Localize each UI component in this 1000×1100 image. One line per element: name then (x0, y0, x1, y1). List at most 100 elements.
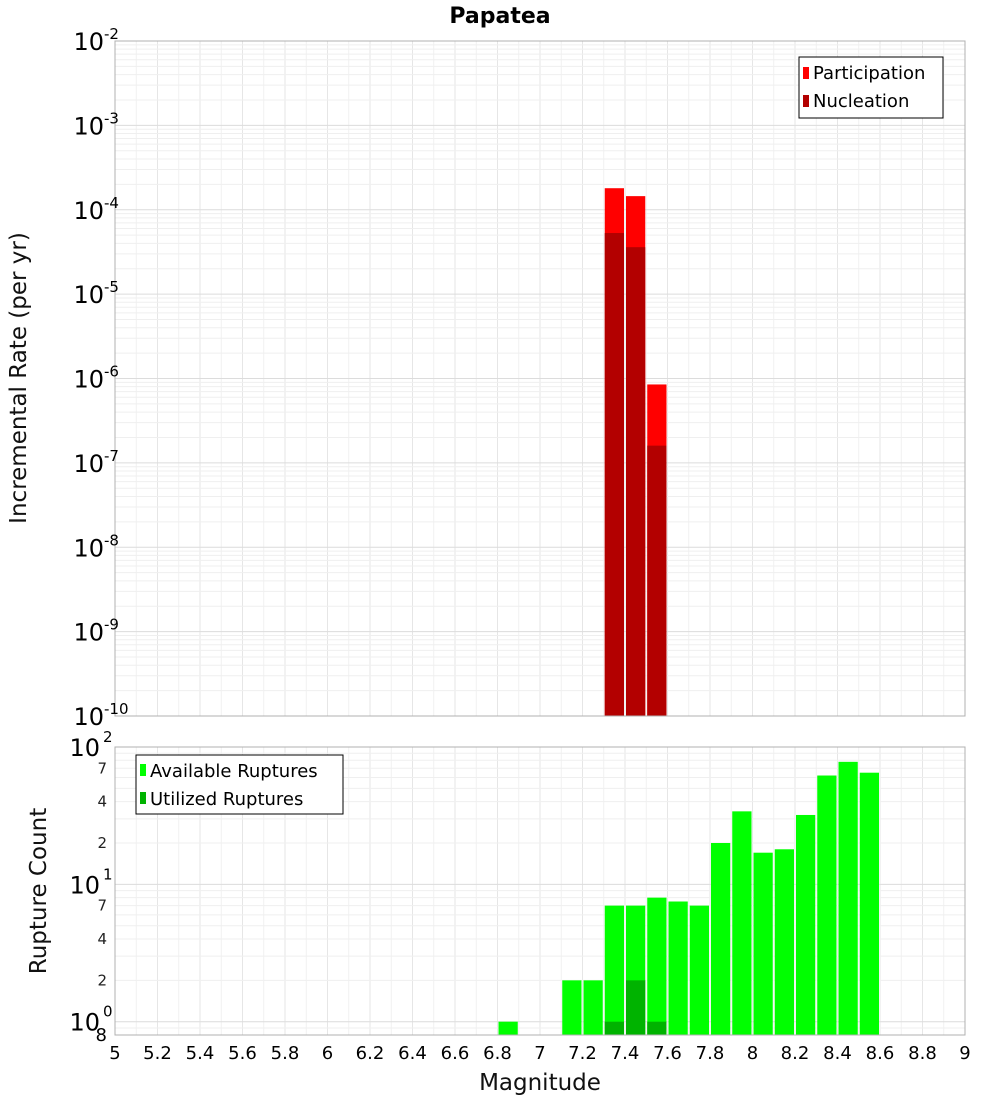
rate-legend: Participation Nucleation (798, 56, 944, 119)
count-bar-available-ruptures (498, 1021, 518, 1035)
count-bar-available-ruptures (817, 775, 837, 1035)
x-tick-label: 8.2 (781, 1043, 810, 1064)
count-bar-utilized-ruptures (647, 1021, 667, 1035)
count-bar-available-ruptures (583, 980, 603, 1035)
count-plot-frame (114, 746, 966, 1036)
rate-y-tick-exponent: -3 (104, 109, 119, 127)
x-tick-label: 7.2 (568, 1043, 597, 1064)
legend-swatch-participation (803, 67, 809, 79)
x-tick-label: 9 (959, 1043, 970, 1064)
count-y-tick-exponent: 0 (103, 1003, 113, 1021)
magnitude-x-ticks: 5 5.2 5.4 5.6 5.8 6 6.2 6.4 6.6 6.8 7 7.2 7.4 7.6 7.8 8… (109, 1043, 970, 1064)
count-y-minor-tick-label: 4 (97, 930, 107, 948)
count-y-tick-label: 10 (69, 871, 100, 899)
rate-y-tick-label: 10 (73, 281, 104, 309)
x-tick-label: 6.6 (441, 1043, 470, 1064)
x-tick-label: 7.4 (611, 1043, 640, 1064)
count-y-tick-exponent: 2 (103, 728, 113, 746)
legend-swatch-available (140, 764, 146, 776)
x-tick-label: 8 (747, 1043, 758, 1064)
x-tick-label: 5.6 (228, 1043, 257, 1064)
rate-y-tick-exponent: -8 (104, 531, 119, 549)
x-tick-label: 5 (109, 1043, 120, 1064)
rate-y-tick-label: 10 (73, 534, 104, 562)
rate-y-tick-exponent: -7 (104, 447, 119, 465)
count-legend-box (135, 754, 344, 815)
count-y-minor-tick-label: 2 (97, 834, 107, 852)
rate-y-tick-exponent: -10 (104, 700, 129, 718)
x-tick-label: 6.2 (356, 1043, 385, 1064)
count-y-minor-tick-label: 4 (97, 793, 107, 811)
rate-bar-nucleation (604, 233, 624, 716)
rate-bar-nucleation (626, 247, 646, 716)
count-bar-available-ruptures (668, 901, 688, 1035)
x-tick-label: 5.8 (271, 1043, 300, 1064)
x-tick-label: 6 (322, 1043, 333, 1064)
x-tick-label: 8.4 (823, 1043, 852, 1064)
count-y-tick-exponent: 1 (103, 865, 113, 883)
count-y-tick-label: 10 (69, 734, 100, 762)
count-bar-available-ruptures (604, 905, 624, 1035)
legend-label-utilized: Utilized Ruptures (150, 789, 303, 810)
legend-label-nucleation: Nucleation (813, 91, 909, 112)
count-y-minor-tick-label: 2 (97, 971, 107, 989)
x-tick-label: 7.8 (696, 1043, 725, 1064)
count-bar-available-ruptures (689, 905, 709, 1035)
rate-bar-nucleation (647, 445, 667, 716)
legend-swatch-utilized (140, 792, 146, 804)
count-y-axis-title: Rupture Count (26, 808, 52, 974)
rate-y-tick-label: 10 (73, 366, 104, 394)
x-axis-title: Magnitude (479, 1070, 601, 1096)
x-tick-label: 6.4 (398, 1043, 427, 1064)
rate-y-tick-exponent: -9 (104, 616, 119, 634)
count-y-minor-tick-label: 7 (97, 897, 107, 915)
count-y-minor-tick-label: 7 (97, 759, 107, 777)
x-tick-label: 6.8 (483, 1043, 512, 1064)
x-tick-label: 5.2 (143, 1043, 172, 1064)
count-bar-utilized-ruptures (604, 1021, 624, 1035)
rate-y-tick-exponent: -2 (104, 25, 119, 43)
rate-legend-box (798, 56, 944, 119)
rate-y-tick-exponent: -6 (104, 363, 119, 381)
x-tick-label: 5.4 (186, 1043, 215, 1064)
rate-plot-frame (114, 40, 966, 717)
count-bar-available-ruptures (562, 980, 582, 1035)
legend-swatch-nucleation (803, 95, 809, 107)
x-tick-label: 7.6 (653, 1043, 682, 1064)
count-bar-available-ruptures (796, 814, 816, 1035)
rate-y-tick-exponent: -5 (104, 278, 119, 296)
legend-label-available: Available Ruptures (150, 761, 318, 782)
rate-y-tick-label: 10 (73, 619, 104, 647)
count-bar-available-ruptures (732, 811, 752, 1035)
count-bars (498, 761, 879, 1035)
count-bar-utilized-ruptures (626, 980, 646, 1035)
count-bar-available-ruptures (859, 772, 879, 1035)
legend-label-participation: Participation (813, 63, 925, 84)
rate-bars (604, 188, 667, 717)
rate-y-tick-label: 10 (73, 450, 104, 478)
count-legend: Available Ruptures Utilized Ruptures (135, 754, 344, 815)
x-tick-label: 8.6 (866, 1043, 895, 1064)
rate-y-tick-label: 10 (73, 703, 104, 731)
rate-grid (114, 41, 966, 717)
rate-y-tick-exponent: -4 (104, 194, 119, 212)
count-bar-available-ruptures (838, 761, 858, 1035)
x-tick-label: 8.8 (908, 1043, 937, 1064)
rate-y-tick-label: 10 (73, 112, 104, 140)
count-bar-available-ruptures (774, 849, 794, 1035)
count-bar-available-ruptures (753, 852, 773, 1035)
count-bar-available-ruptures (647, 897, 667, 1035)
chart-title: Papatea (449, 4, 550, 29)
count-y-tick-label: 10 (69, 1009, 100, 1037)
rate-y-tick-label: 10 (73, 197, 104, 225)
rate-y-tick-label: 10 (73, 28, 104, 56)
x-tick-label: 7 (534, 1043, 545, 1064)
count-y-minor-tick-label: 8 (96, 1025, 107, 1046)
rate-y-axis-title: Incremental Rate (per yr) (6, 232, 32, 524)
count-bar-available-ruptures (711, 843, 731, 1035)
